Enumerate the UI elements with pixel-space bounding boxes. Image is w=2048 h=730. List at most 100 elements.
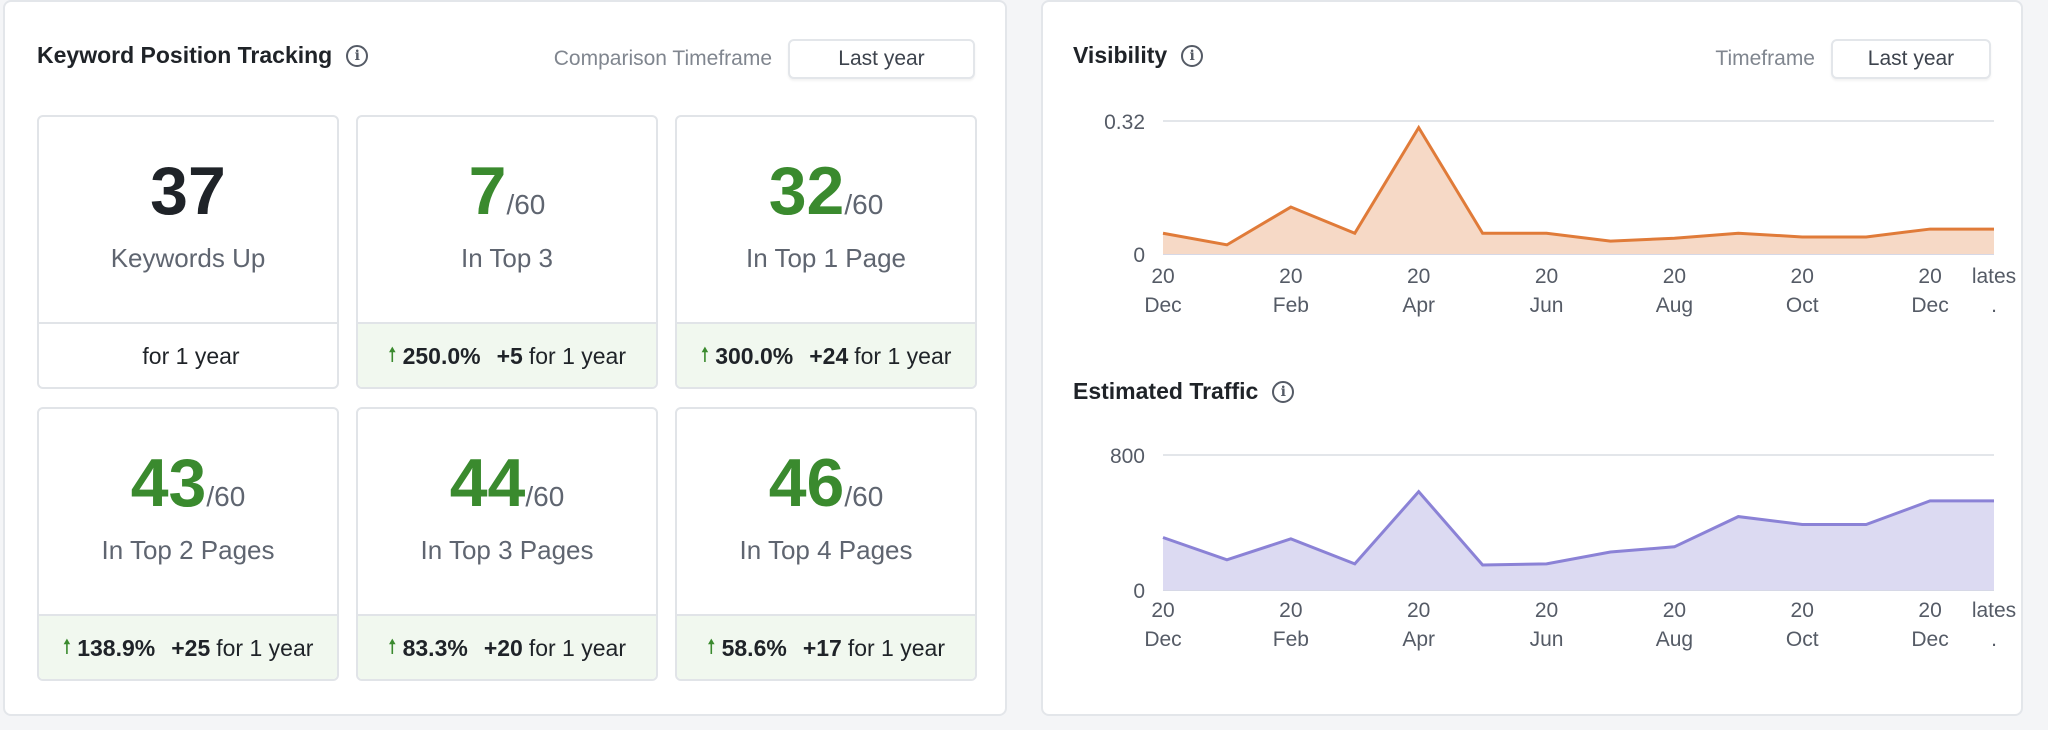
y-tick-label: 0: [1133, 244, 1145, 267]
info-icon[interactable]: i: [1272, 380, 1295, 403]
arrow-up-icon: 🠕: [388, 343, 397, 366]
arrow-up-icon: 🠕: [700, 343, 710, 366]
x-tick-label: Apr: [1402, 628, 1435, 651]
x-tick-label: Oct: [1786, 628, 1819, 651]
x-tick-label: 20: [1535, 265, 1558, 288]
x-tick-label: .: [1991, 294, 1997, 317]
metric-main: 43/60 In Top 2 Pages: [39, 409, 337, 616]
info-icon[interactable]: i: [1181, 44, 1204, 67]
change-percent: 300.0%: [715, 343, 794, 369]
change-percent: 138.9%: [77, 635, 156, 661]
traffic-title: Estimated Traffic: [1073, 378, 1259, 404]
change-absolute: +25: [171, 635, 211, 661]
visibility-title: Visibility: [1073, 42, 1168, 68]
change-period: for 1 year: [528, 343, 626, 369]
metric-card: 43/60 In Top 2 Pages 🠕 138.9% +25 for 1 …: [37, 407, 339, 681]
info-icon[interactable]: i: [346, 44, 369, 67]
timeframe-label: Timeframe: [1715, 47, 1815, 70]
x-tick-label: 20: [1151, 265, 1174, 288]
x-tick-label: 20: [1791, 599, 1814, 622]
metric-number: 44: [449, 445, 526, 521]
metric-value: 37: [150, 157, 226, 225]
metric-card: 46/60 In Top 4 Pages 🠕 58.6% +17 for 1 y…: [675, 407, 977, 681]
x-tick-label: 20: [1279, 599, 1302, 622]
metric-number: 32: [768, 153, 845, 229]
metric-main: 7/60 In Top 3: [358, 117, 656, 324]
metric-value: 32/60: [769, 157, 884, 225]
change-period: for 1 year: [528, 635, 626, 661]
metric-value: 7/60: [469, 157, 546, 225]
keyword-tracking-title: Keyword Position Tracking: [37, 42, 333, 68]
change-percent: 58.6%: [721, 635, 787, 661]
metric-denominator: /60: [844, 481, 884, 512]
x-tick-label: Feb: [1273, 294, 1309, 317]
x-tick-label: Jun: [1530, 628, 1564, 651]
change-period: for 1 year: [854, 343, 952, 369]
change-absolute: +20: [483, 635, 523, 661]
keyword-position-tracking-panel: Keyword Position Tracking i Comparison T…: [3, 0, 1007, 716]
x-tick-label: Apr: [1402, 294, 1435, 317]
metric-number: 7: [468, 153, 507, 229]
timeframe-select[interactable]: Last year: [1831, 39, 1991, 79]
x-tick-label: Feb: [1273, 628, 1309, 651]
x-tick-label: Dec: [1144, 294, 1181, 317]
metric-change: 🠕 300.0% +24 for 1 year: [677, 324, 975, 387]
x-tick-label: lates: [1972, 265, 2016, 288]
comparison-timeframe-select[interactable]: Last year: [788, 39, 975, 79]
x-tick-label: 20: [1407, 599, 1430, 622]
x-tick-label: 20: [1151, 599, 1174, 622]
change-percent: 83.3%: [402, 635, 468, 661]
metric-change: 🠕 58.6% +17 for 1 year: [677, 616, 975, 679]
metric-denominator: /60: [206, 481, 246, 512]
metric-label: In Top 4 Pages: [739, 535, 913, 565]
x-tick-label: Aug: [1656, 628, 1693, 651]
metric-value: 46/60: [769, 449, 884, 517]
x-tick-label: 20: [1535, 599, 1558, 622]
area-fill: [1163, 127, 1994, 254]
arrow-up-icon: 🠕: [62, 635, 72, 658]
metric-label: In Top 1 Page: [746, 243, 906, 273]
metric-main: 37 Keywords Up: [39, 117, 337, 324]
x-tick-label: 20: [1791, 265, 1814, 288]
x-tick-label: Dec: [1911, 628, 1948, 651]
x-tick-label: 20: [1663, 599, 1686, 622]
x-tick-label: 20: [1918, 265, 1941, 288]
metric-label: In Top 3 Pages: [420, 535, 594, 565]
x-tick-label: 20: [1279, 265, 1302, 288]
change-period: for 1 year: [847, 635, 945, 661]
change-absolute: +5: [496, 343, 523, 369]
metric-change: 🠕 138.9% +25 for 1 year: [39, 616, 337, 679]
y-tick-label: 800: [1110, 445, 1145, 468]
change-period: for 1 year: [142, 343, 240, 369]
metric-denominator: /60: [844, 189, 884, 220]
metric-number: 37: [150, 153, 226, 229]
x-tick-label: Dec: [1911, 294, 1948, 317]
x-tick-label: .: [1991, 628, 1997, 651]
x-tick-label: Jun: [1530, 294, 1564, 317]
area-fill: [1163, 491, 1994, 590]
series-line: [1162, 489, 1994, 567]
metric-number: 43: [130, 445, 207, 521]
metric-card: 7/60 In Top 3 🠕 250.0% +5 for 1 year: [356, 115, 658, 389]
change-period: for 1 year: [216, 635, 314, 661]
metric-change: for 1 year: [39, 324, 337, 387]
x-tick-label: lates: [1972, 599, 2016, 622]
change-percent: 250.0%: [402, 343, 481, 369]
x-tick-label: 20: [1918, 599, 1941, 622]
series-line: [1162, 124, 1994, 247]
metric-main: 44/60 In Top 3 Pages: [358, 409, 656, 616]
visibility-panel: Visibility i Timeframe Last year Estimat…: [1041, 0, 2023, 716]
metric-label: In Top 2 Pages: [101, 535, 275, 565]
metric-denominator: /60: [525, 481, 565, 512]
x-tick-label: Aug: [1656, 294, 1693, 317]
metric-card: 37 Keywords Up for 1 year: [37, 115, 339, 389]
change-absolute: +17: [802, 635, 842, 661]
comparison-timeframe-label: Comparison Timeframe: [553, 47, 772, 70]
x-tick-label: 20: [1663, 265, 1686, 288]
metric-number: 46: [768, 445, 845, 521]
metric-denominator: /60: [506, 189, 546, 220]
metric-main: 32/60 In Top 1 Page: [677, 117, 975, 324]
panel-title: Keyword Position Tracking i: [37, 42, 369, 69]
x-tick-label: Dec: [1144, 628, 1181, 651]
metric-main: 46/60 In Top 4 Pages: [677, 409, 975, 616]
